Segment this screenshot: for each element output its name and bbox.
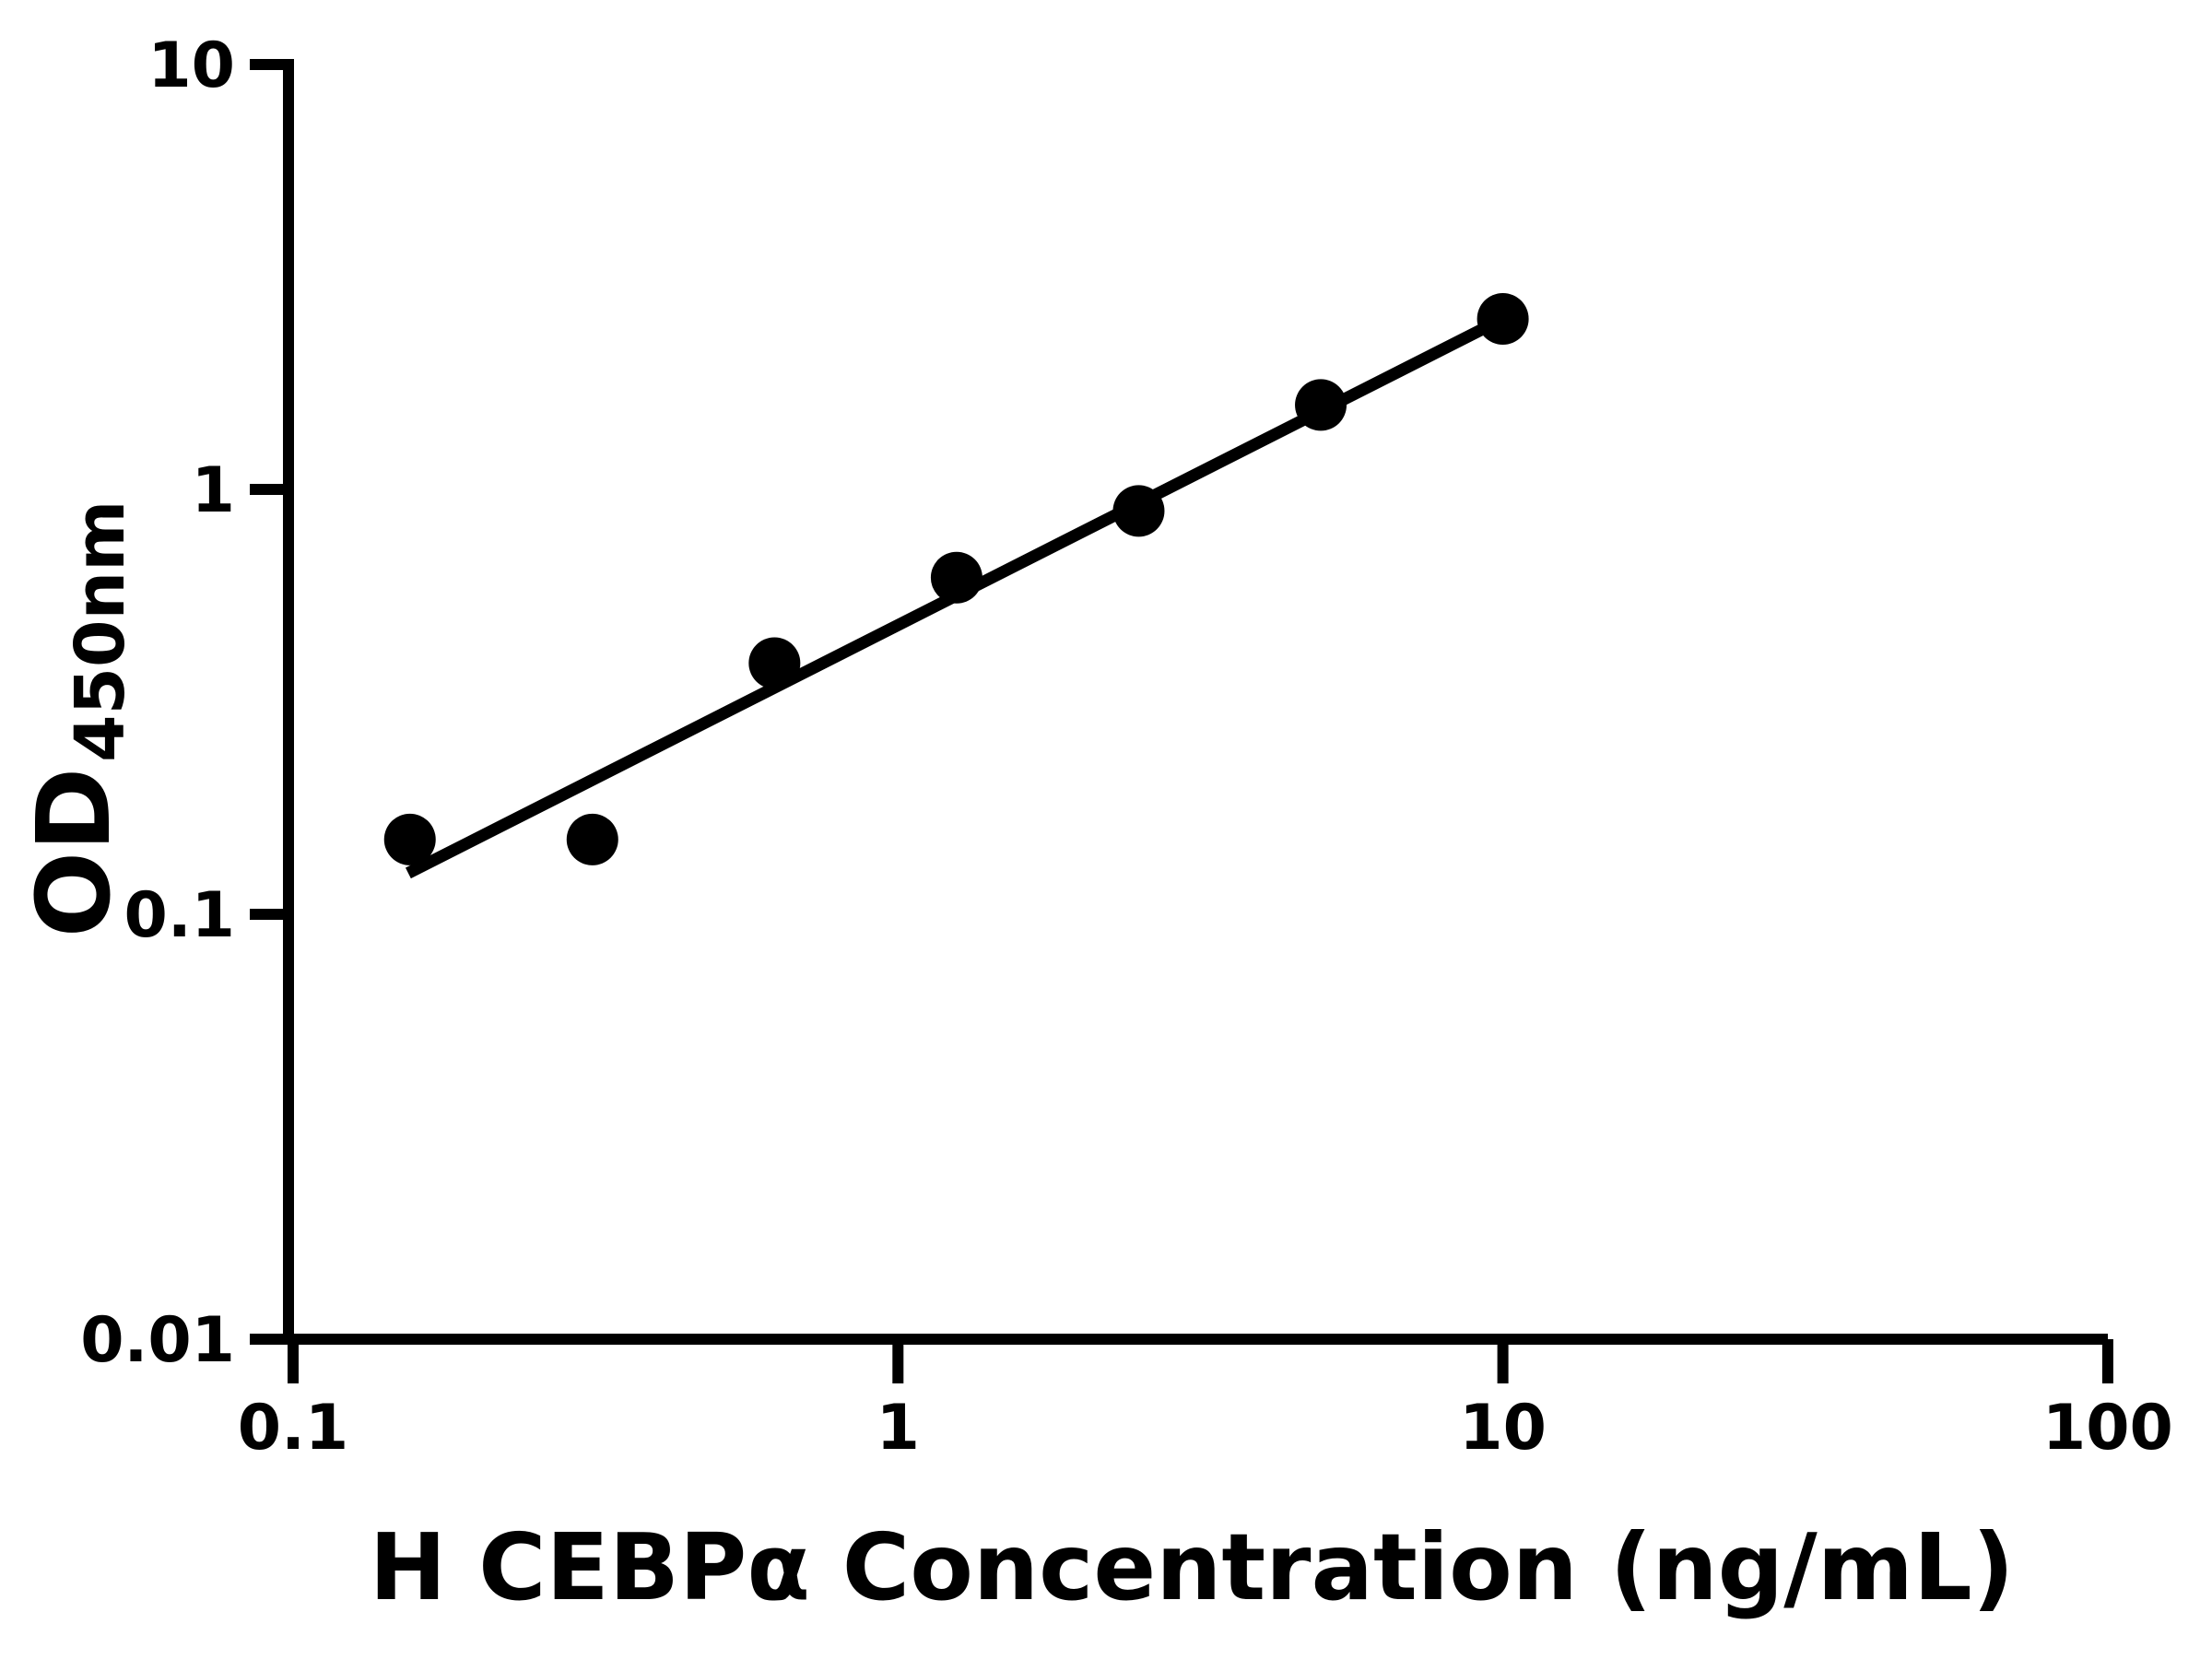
data-point: [930, 551, 982, 604]
data-point: [1112, 485, 1165, 537]
data-points-layer: [383, 292, 1529, 865]
y-tick-label: 1: [192, 454, 235, 527]
x-tick-label: 100: [2042, 1392, 2173, 1465]
y-tick-label: 0.1: [124, 879, 235, 952]
data-point: [748, 637, 801, 689]
x-axis-title: H CEBPα Concentration (ng/mL): [370, 1513, 2015, 1621]
x-tick-label: 10: [1459, 1392, 1547, 1465]
y-axis-title: OD 450nm: [15, 500, 140, 938]
data-point: [1295, 379, 1347, 431]
x-tick-label: 0.1: [238, 1392, 348, 1465]
x-axis-ticks: 0.1 1 10 100: [238, 1339, 2173, 1465]
x-tick-label: 1: [877, 1392, 920, 1465]
y-axis-title-subscript: 450nm: [61, 500, 140, 762]
y-tick-label: 10: [147, 29, 235, 102]
y-axis-ticks: 0.01 0.1 1 10: [80, 29, 288, 1377]
data-point: [383, 813, 436, 865]
y-tick-label: 0.01: [80, 1304, 235, 1377]
data-point: [1477, 292, 1529, 345]
data-point: [566, 813, 618, 865]
y-axis-title-main: OD: [15, 768, 133, 938]
